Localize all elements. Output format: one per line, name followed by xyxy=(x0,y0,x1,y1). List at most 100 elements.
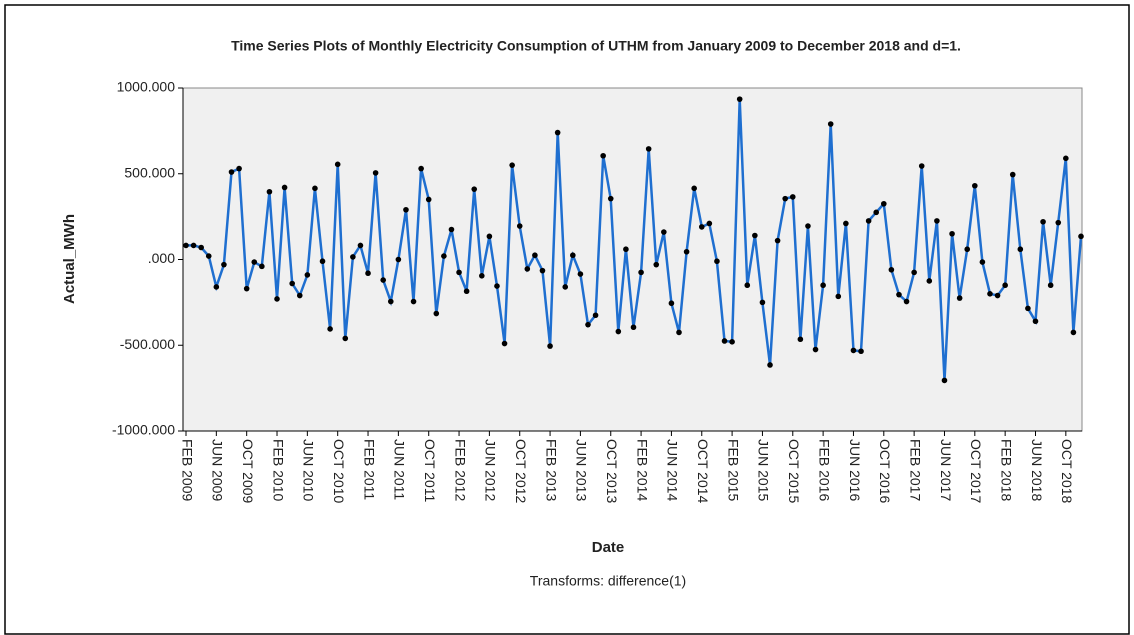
data-point xyxy=(827,121,834,127)
y-tick-label: .000 xyxy=(148,250,175,266)
data-point xyxy=(471,186,478,192)
data-point xyxy=(850,347,857,354)
data-point xyxy=(972,182,978,189)
data-point xyxy=(372,170,379,176)
data-point xyxy=(759,299,766,306)
data-point xyxy=(752,232,758,239)
data-point xyxy=(1032,318,1039,325)
y-tick-label: -1000.000 xyxy=(112,422,175,438)
data-point xyxy=(873,209,880,216)
x-tick-label: FEB 2014 xyxy=(634,439,650,501)
x-tick-label: OCT 2015 xyxy=(786,439,802,504)
data-point xyxy=(221,261,227,268)
x-tick-label: JUN 2013 xyxy=(574,439,590,501)
data-point xyxy=(964,246,971,253)
data-point xyxy=(858,348,864,355)
data-point xyxy=(350,254,356,260)
data-point xyxy=(880,200,887,207)
subtitle: Transforms: difference(1) xyxy=(530,573,686,589)
data-point xyxy=(251,259,258,265)
data-point xyxy=(676,329,682,336)
x-tick-label: JUN 2012 xyxy=(483,439,499,501)
data-point xyxy=(327,326,333,332)
x-tick-label: OCT 2010 xyxy=(331,439,347,504)
x-tick-label: FEB 2009 xyxy=(179,439,195,501)
data-point xyxy=(736,96,743,102)
data-point xyxy=(289,280,295,287)
data-point xyxy=(259,263,265,270)
data-point xyxy=(274,296,280,302)
data-point xyxy=(334,161,341,168)
x-tick-label: OCT 2017 xyxy=(968,439,984,504)
data-point xyxy=(767,362,773,368)
data-point xyxy=(312,185,318,192)
data-point xyxy=(1055,219,1062,226)
data-point xyxy=(934,218,940,224)
data-point xyxy=(691,185,697,192)
chart-title: Time Series Plots of Monthly Electricity… xyxy=(231,38,961,54)
data-point xyxy=(592,312,599,319)
data-point xyxy=(956,295,963,301)
x-tick-label: FEB 2017 xyxy=(907,439,923,501)
x-tick-label: OCT 2018 xyxy=(1059,439,1075,504)
data-point xyxy=(577,271,584,277)
data-point xyxy=(425,196,432,203)
x-tick-label: OCT 2014 xyxy=(695,439,711,504)
data-point xyxy=(607,195,614,202)
data-point xyxy=(236,165,242,172)
x-tick-label: FEB 2015 xyxy=(725,439,741,501)
data-point xyxy=(516,223,523,229)
x-tick-label: OCT 2009 xyxy=(240,439,256,504)
data-point xyxy=(433,310,440,317)
data-point xyxy=(205,253,212,259)
data-point xyxy=(698,224,705,230)
data-point xyxy=(509,162,515,168)
data-point xyxy=(441,253,447,259)
x-tick-label: OCT 2012 xyxy=(513,439,529,504)
x-tick-label: FEB 2016 xyxy=(816,439,832,501)
data-point xyxy=(562,284,569,290)
x-tick-label: JUN 2011 xyxy=(392,439,408,500)
data-point xyxy=(486,233,493,240)
data-point xyxy=(789,194,796,200)
data-point xyxy=(266,188,273,195)
data-point xyxy=(987,291,993,297)
data-point xyxy=(1063,155,1069,162)
data-point xyxy=(539,267,546,274)
data-point xyxy=(1017,246,1024,253)
data-point xyxy=(1025,305,1031,312)
data-point xyxy=(706,220,713,227)
data-point xyxy=(479,272,485,279)
plot-area xyxy=(182,87,1083,432)
y-tick-label: 1000.000 xyxy=(117,79,176,95)
data-point xyxy=(729,339,735,345)
data-point xyxy=(1040,218,1046,225)
data-point xyxy=(296,292,303,299)
x-tick-label: JUN 2018 xyxy=(1029,439,1045,501)
data-point xyxy=(1009,171,1016,178)
data-point xyxy=(994,292,1001,299)
data-point xyxy=(1078,233,1084,240)
data-point xyxy=(418,165,424,172)
data-point xyxy=(1070,329,1077,336)
data-point xyxy=(630,324,637,331)
data-point xyxy=(683,248,690,255)
data-point xyxy=(554,129,561,136)
data-point xyxy=(198,244,204,251)
data-point xyxy=(1002,282,1008,289)
data-point xyxy=(615,328,622,335)
data-point xyxy=(865,218,872,224)
data-point xyxy=(395,256,402,263)
data-point xyxy=(721,338,728,344)
data-point xyxy=(403,206,409,213)
x-tick-label: OCT 2013 xyxy=(604,439,620,504)
x-tick-label: OCT 2016 xyxy=(877,439,893,504)
data-point xyxy=(319,258,326,265)
data-point xyxy=(456,269,462,276)
data-point xyxy=(638,269,644,276)
data-point xyxy=(570,252,576,259)
data-point xyxy=(183,242,189,249)
data-point xyxy=(448,226,455,233)
x-tick-label: FEB 2010 xyxy=(270,439,286,501)
